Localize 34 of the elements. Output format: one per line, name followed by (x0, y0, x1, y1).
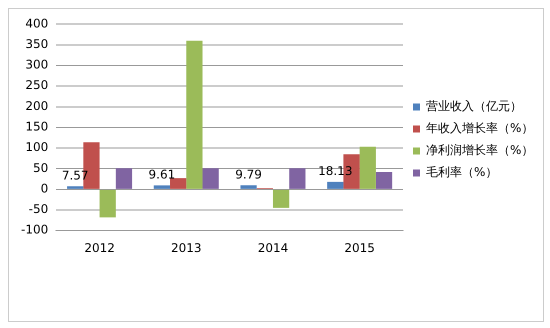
y-tick-label: 150 (25, 120, 48, 134)
legend-label: 营业收入（亿元） (426, 99, 522, 114)
bar (327, 182, 344, 189)
bar (116, 168, 132, 189)
bar (360, 146, 376, 189)
data-label: 9.61 (148, 167, 176, 182)
bar (154, 185, 170, 189)
y-tick-label: -100 (21, 222, 48, 237)
bar (272, 190, 290, 208)
y-tick-label: 100 (25, 140, 48, 154)
legend-label: 年收入增长率（%） (426, 121, 534, 136)
bar (289, 168, 306, 189)
bar (170, 178, 186, 189)
y-tick-label: 250 (25, 78, 48, 92)
x-tick-label: 2014 (258, 240, 288, 255)
bar (67, 186, 84, 189)
data-label: 9.79 (235, 167, 262, 182)
y-tick-label: 350 (25, 36, 48, 51)
x-tick-label: 2013 (171, 240, 202, 255)
y-tick-label: 0 (40, 181, 48, 196)
x-tick-label: 2015 (344, 240, 375, 255)
bar (202, 168, 219, 189)
legend-label: 毛利率（%） (426, 165, 498, 180)
x-tick-label: 2012 (84, 240, 115, 255)
y-tick-label: 200 (25, 98, 48, 113)
bar (240, 185, 257, 189)
legend-label: 净利润增长率（%） (426, 143, 534, 158)
y-tick-label: 50 (32, 160, 48, 175)
bar (376, 172, 392, 189)
bar (186, 40, 203, 189)
y-tick-label: 300 (25, 58, 48, 72)
bar (100, 190, 116, 218)
y-tick-label: -50 (28, 202, 48, 216)
y-tick-label: 400 (25, 16, 48, 30)
